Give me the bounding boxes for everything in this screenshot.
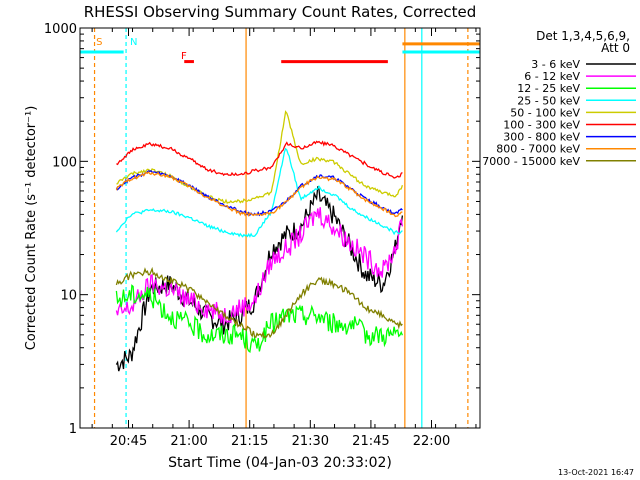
legend-header-line-1: Det 1,3,4,5,6,9,	[536, 29, 630, 43]
series-line-4	[115, 147, 403, 238]
y-tick-label: 1000	[44, 22, 77, 37]
legend-label-2: 6 - 12 keV	[524, 70, 580, 83]
series-line-2	[115, 207, 404, 325]
legend-label-5: 50 - 100 keV	[510, 106, 580, 119]
legend-header-line-2: Att 0	[601, 41, 630, 55]
x-tick-label: 20:45	[110, 434, 147, 449]
timestamp: 13-Oct-2021 16:47	[558, 468, 634, 477]
series-line-3	[115, 284, 404, 353]
annotation-flags: S N F	[96, 37, 187, 62]
series-line-9	[115, 266, 403, 339]
chart-title: RHESSI Observing Summary Count Rates, Co…	[84, 3, 477, 21]
legend-label-7: 300 - 800 keV	[503, 131, 580, 144]
y-axis-label: Corrected Count Rate (s⁻¹ detector⁻¹)	[24, 106, 39, 351]
x-axis-label: Start Time (04-Jan-03 20:33:02)	[168, 455, 392, 471]
series-line-6	[116, 140, 403, 179]
x-axis-ticks: 20:45 21:00 21:15 21:30 21:45 22:00	[91, 28, 477, 449]
annotation-segments	[80, 42, 480, 64]
legend-label-8: 800 - 7000 keV	[496, 143, 580, 156]
annotation-vlines	[93, 28, 469, 428]
legend-label-6: 100 - 300 keV	[503, 119, 580, 132]
y-tick-label: 1	[69, 422, 77, 437]
y-tick-label: 10	[60, 289, 77, 304]
plot-frame	[79, 27, 481, 429]
x-tick-label: 21:30	[292, 434, 329, 449]
x-tick-label: 22:00	[413, 434, 450, 449]
legend-label-4: 25 - 50 keV	[517, 94, 580, 107]
flag-label-N: N	[130, 37, 137, 48]
legend-label-9: 7000 - 15000 keV	[482, 155, 580, 168]
y-axis-ticks: 1 10 100 1000	[44, 22, 480, 437]
series-line-8	[115, 170, 403, 218]
x-tick-label: 21:15	[231, 434, 268, 449]
flag-label-S: S	[96, 37, 102, 48]
series-line-7	[115, 170, 403, 217]
flag-label-F: F	[181, 51, 187, 62]
legend-label-3: 12 - 25 keV	[517, 82, 580, 95]
y-tick-label: 100	[52, 155, 77, 170]
x-tick-label: 21:45	[352, 434, 389, 449]
x-tick-label: 21:00	[170, 434, 207, 449]
series-line-5	[116, 110, 404, 205]
series-layer	[115, 110, 404, 372]
legend-label-1: 3 - 6 keV	[531, 58, 580, 71]
series-line-1	[115, 186, 404, 372]
